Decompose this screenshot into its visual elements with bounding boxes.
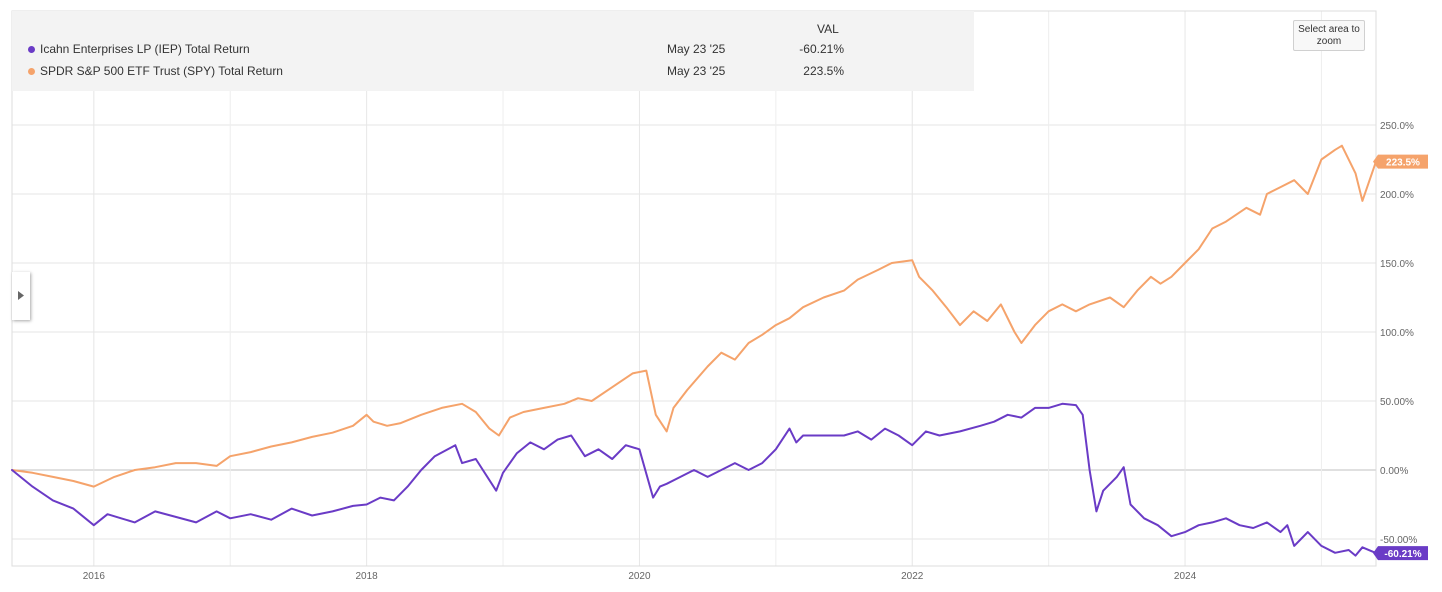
legend-series-date: May 23 '25 (667, 42, 726, 56)
end-label-iep: -60.21% (1373, 546, 1428, 561)
series-line-iep (11, 402, 1377, 557)
series-line-spy (11, 144, 1377, 488)
y-tick-label: 200.0% (1380, 190, 1414, 201)
x-tick-label: 2018 (356, 571, 379, 582)
legend-series-value: 223.5% (803, 64, 844, 78)
x-tick-label: 2022 (901, 571, 924, 582)
legend-value-header: VAL (817, 22, 839, 36)
end-label-bg (1373, 154, 1428, 169)
x-tick-label: 2016 (83, 571, 106, 582)
series-lines (11, 144, 1377, 557)
end-label-spy: 223.5% (1373, 154, 1428, 169)
y-tick-label: 100.0% (1380, 328, 1414, 339)
triangle-right-icon (18, 291, 24, 300)
legend-dot-spy (28, 68, 35, 75)
legend-row-spy[interactable]: SPDR S&P 500 ETF Trust (SPY) Total Retur… (12, 63, 974, 83)
end-labels: -60.21% 223.5% (1373, 154, 1428, 561)
legend-row-iep[interactable]: Icahn Enterprises LP (IEP) Total Return … (12, 41, 974, 61)
legend-series-name: SPDR S&P 500 ETF Trust (SPY) Total Retur… (40, 64, 283, 78)
y-tick-label: 250.0% (1380, 121, 1414, 132)
y-tick-label: 150.0% (1380, 259, 1414, 270)
legend-panel (12, 11, 974, 91)
end-label-text: -60.21% (1384, 549, 1421, 560)
axes: 250.0% 200.0% 150.0% 100.0% 50.00% 0.00% -50.0… (83, 121, 1418, 582)
legend-dot-iep (28, 46, 35, 53)
sidebar-toggle-button[interactable] (12, 272, 30, 320)
end-label-bg (1373, 546, 1428, 561)
y-tick-label: 0.00% (1380, 466, 1408, 477)
y-tick-label: -50.00% (1380, 535, 1417, 546)
select-area-zoom-button[interactable]: Select area to zoom (1293, 20, 1365, 51)
legend-series-date: May 23 '25 (667, 64, 726, 78)
y-tick-label: 50.00% (1380, 397, 1414, 408)
grid-lines (11, 10, 1377, 567)
legend-series-value: -60.21% (799, 42, 844, 56)
x-tick-label: 2020 (628, 571, 651, 582)
legend-series-name: Icahn Enterprises LP (IEP) Total Return (40, 42, 250, 56)
x-tick-label: 2024 (1174, 571, 1197, 582)
end-label-text: 223.5% (1386, 158, 1420, 169)
plot-border (11, 10, 1377, 567)
